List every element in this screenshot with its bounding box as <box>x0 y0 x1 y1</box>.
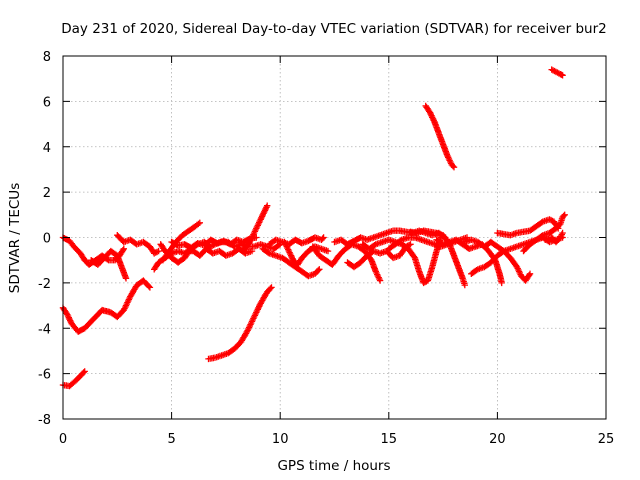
data-points <box>259 245 323 280</box>
series-arc-15 <box>309 241 384 284</box>
series-arc-5 <box>114 232 162 257</box>
x-tick-label: 10 <box>272 432 289 447</box>
data-points <box>520 211 568 255</box>
y-tick-label: 0 <box>43 232 51 247</box>
y-tick-label: 4 <box>43 141 51 156</box>
data-series <box>59 66 568 390</box>
data-points <box>114 232 162 257</box>
y-tick-label: 2 <box>43 186 51 201</box>
data-points <box>240 202 271 255</box>
series-arc-23 <box>461 236 534 284</box>
data-points <box>422 102 458 171</box>
y-tick-label: -4 <box>38 322 51 337</box>
series-arc-4 <box>88 247 130 282</box>
series-arc-21 <box>422 102 458 171</box>
data-points <box>309 241 384 284</box>
data-points <box>88 247 130 282</box>
data-points <box>59 368 88 390</box>
data-points <box>205 284 275 363</box>
x-tick-label: 20 <box>489 432 506 447</box>
series-arc-28 <box>548 66 566 79</box>
y-tick-label: -6 <box>38 368 51 383</box>
series-arc-2 <box>59 277 154 335</box>
data-points <box>494 216 562 239</box>
series-arc-13 <box>259 245 323 280</box>
data-points <box>266 234 327 248</box>
axis-ticks: 0 5 10 15 20 25 -8 -6 -4 -2 0 2 4 6 8 <box>38 50 614 447</box>
y-tick-label: 8 <box>43 50 51 65</box>
series-arc-10 <box>240 202 271 255</box>
data-points <box>548 66 566 79</box>
series-arc-1 <box>59 368 88 390</box>
series-arc-25 <box>494 216 562 239</box>
data-points <box>168 234 260 251</box>
y-tick-label: -2 <box>38 277 51 292</box>
series-arc-12 <box>266 234 327 248</box>
y-axis-label: SDTVAR / TECUs <box>7 183 23 293</box>
chart-title: Day 231 of 2020, Sidereal Day-to-day VTE… <box>61 21 606 37</box>
x-tick-label: 15 <box>381 432 398 447</box>
data-points <box>542 229 566 246</box>
series-arc-27 <box>542 229 566 246</box>
data-points <box>59 277 154 335</box>
series-arc-9 <box>168 234 260 251</box>
y-tick-label: -8 <box>38 413 51 428</box>
series-arc-26 <box>520 211 568 255</box>
data-points <box>359 234 445 287</box>
x-axis-label: GPS time / hours <box>277 458 390 474</box>
grid <box>63 56 606 419</box>
series-arc-11 <box>205 284 275 363</box>
x-tick-label: 25 <box>598 432 615 447</box>
x-tick-label: 0 <box>59 432 67 447</box>
series-arc-18 <box>359 234 445 287</box>
x-tick-label: 5 <box>167 432 175 447</box>
y-tick-label: 6 <box>43 95 51 110</box>
data-points <box>461 236 534 284</box>
